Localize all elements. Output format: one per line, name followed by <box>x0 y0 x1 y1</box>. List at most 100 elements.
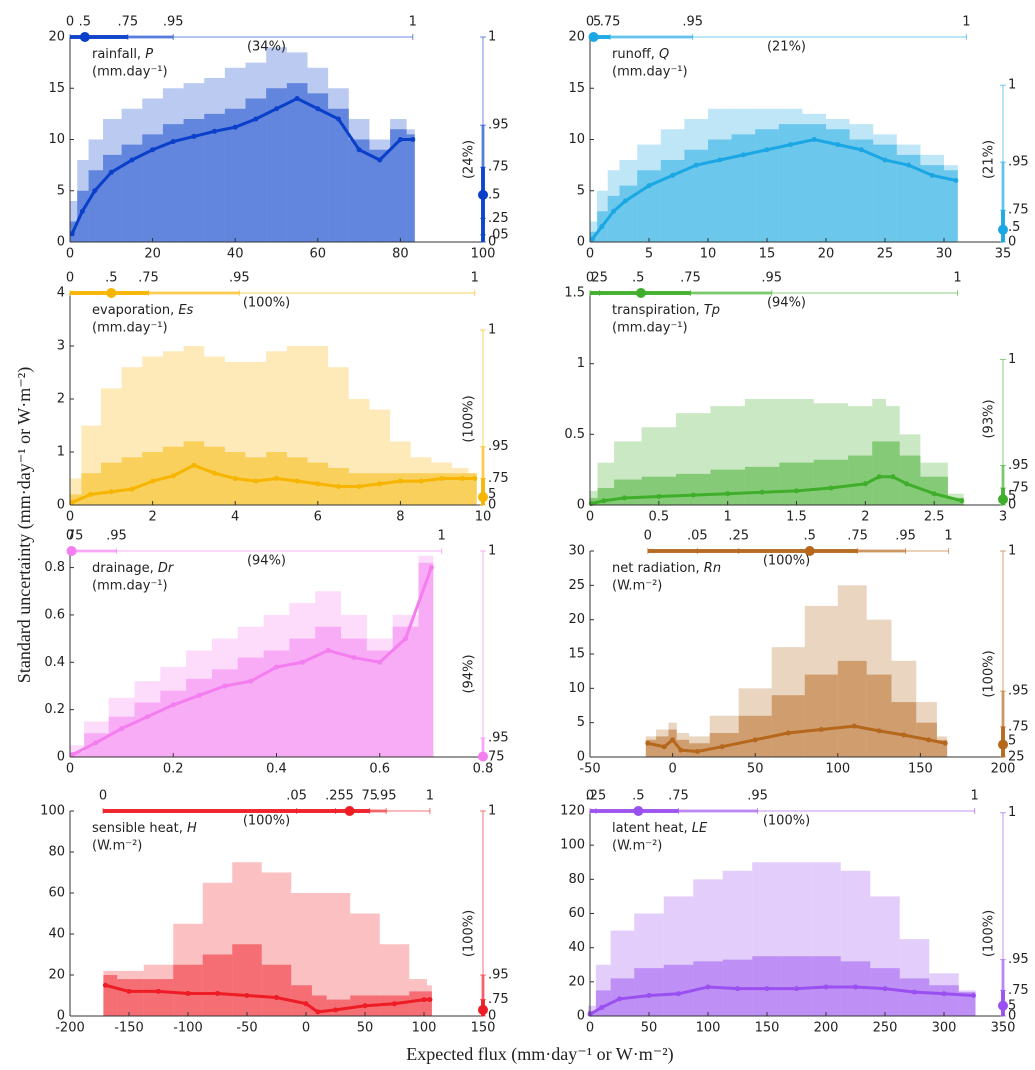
x-tick-label: 2 <box>861 510 869 525</box>
y-quantile-label: 25 <box>1008 750 1025 765</box>
data-point <box>325 647 331 653</box>
data-point <box>70 752 76 758</box>
x-quantile-label: .05 <box>286 789 307 804</box>
data-point <box>759 489 765 495</box>
y-tick-label: 25 <box>568 578 585 593</box>
data-point <box>294 96 300 101</box>
uncertainty-band <box>896 154 921 242</box>
uncertainty-band <box>848 455 873 505</box>
panel-title: latent heat, LE <box>612 821 708 836</box>
panel-symbol: Tp <box>704 303 720 318</box>
uncertainty-band <box>744 466 780 505</box>
data-point <box>764 986 770 992</box>
data-point <box>191 133 197 139</box>
x-coverage: (21%) <box>767 40 806 55</box>
y-quantile-label: 0 <box>488 235 496 250</box>
y-quantile-label: .95 <box>1008 155 1029 170</box>
uncertainty-band <box>121 144 143 242</box>
data-point <box>232 124 238 130</box>
uncertainty-band <box>142 134 163 242</box>
panel-title: drainage, Dr <box>92 561 175 576</box>
y-tick-label: 0 <box>577 1009 585 1024</box>
uncertainty-band <box>781 956 812 1016</box>
uncertainty-band <box>311 893 327 1016</box>
data-point <box>862 481 868 487</box>
uncertainty-band <box>641 476 677 505</box>
data-point <box>144 714 150 720</box>
x-tick-label: 10 <box>475 510 492 525</box>
data-point <box>890 474 896 480</box>
y-tick-label: 15 <box>48 81 65 96</box>
panel-name: sensible heat, <box>92 821 187 836</box>
y-quantile-label: 1 <box>488 323 496 338</box>
y-tick-label: 60 <box>48 886 65 901</box>
x-tick-label: 0 <box>302 1021 310 1036</box>
y-axis-title: Standard uncertainty (mm·day⁻¹ or W·m⁻²) <box>14 367 35 683</box>
x-tick-label: -50 <box>236 1021 257 1036</box>
data-point <box>129 157 135 163</box>
uncertainty-band <box>936 739 948 757</box>
y-median-marker <box>998 224 1008 235</box>
y-tick-label: 1.5 <box>564 286 585 301</box>
uncertainty-band <box>315 626 342 757</box>
uncertainty-band <box>614 479 642 505</box>
panel-symbol: P <box>145 47 153 62</box>
y-tick-label: 80 <box>48 845 65 860</box>
panel-unit: (W.m⁻²) <box>612 579 662 594</box>
y-tick-label: 20 <box>568 30 585 45</box>
data-point <box>690 492 696 498</box>
x-tick-label: -200 <box>55 1021 85 1036</box>
y-quantile-label: .75 <box>1008 203 1029 218</box>
uncertainty-band <box>944 170 958 242</box>
data-point <box>693 162 699 168</box>
data-point <box>315 481 321 487</box>
x-quantile-label: 0 <box>644 529 652 544</box>
data-point <box>678 747 684 753</box>
data-point <box>397 478 403 484</box>
y-tick-label: 40 <box>568 940 585 955</box>
data-point <box>694 749 700 755</box>
data-point <box>303 1001 309 1007</box>
median-line <box>105 983 430 1014</box>
x-quantile-label: 75 <box>361 789 378 804</box>
data-point <box>335 116 341 122</box>
x-quantile-label: .5 <box>105 271 117 286</box>
y-quantile-label: 1 <box>488 544 496 559</box>
y-tick-label: 0 <box>57 498 65 513</box>
x-quantile-label: .5 <box>79 15 91 30</box>
y-tick-label: 15 <box>568 81 585 96</box>
uncertainty-band <box>452 473 469 505</box>
data-point <box>941 991 947 997</box>
uncertainty-band <box>70 752 85 757</box>
data-point <box>717 157 723 163</box>
y-tick-label: 5 <box>577 183 585 198</box>
uncertainty-band <box>291 985 312 1016</box>
uncertainty-band <box>589 497 598 505</box>
x-median-marker <box>804 546 815 556</box>
data-point <box>102 982 108 988</box>
data-point <box>274 476 279 481</box>
y-quantile-label: 1 <box>1008 805 1016 820</box>
y-tick-label: 0 <box>577 498 585 513</box>
uncertainty-band <box>849 139 874 242</box>
y-quantile-label: 1 <box>1008 544 1016 559</box>
data-point <box>362 1003 368 1009</box>
y-tick-label: 0.6 <box>44 607 65 622</box>
y-tick-label: 20 <box>48 968 65 983</box>
y-quantile-label: 1 <box>488 30 496 45</box>
uncertainty-band <box>676 739 690 757</box>
x-tick-label: 200 <box>814 1021 839 1036</box>
panel-name: net radiation, <box>612 561 704 576</box>
y-tick-label: 0 <box>57 750 65 765</box>
panel-symbol: Dr <box>158 561 175 576</box>
uncertainty-band <box>771 695 805 757</box>
data-point <box>232 476 238 481</box>
x-tick-label: 0.8 <box>473 762 494 777</box>
x-tick-label: 80 <box>392 247 409 262</box>
data-point <box>705 984 711 990</box>
uncertainty-band <box>634 968 664 1016</box>
x-quantile-label: 1 <box>471 271 479 286</box>
data-point <box>274 106 279 112</box>
